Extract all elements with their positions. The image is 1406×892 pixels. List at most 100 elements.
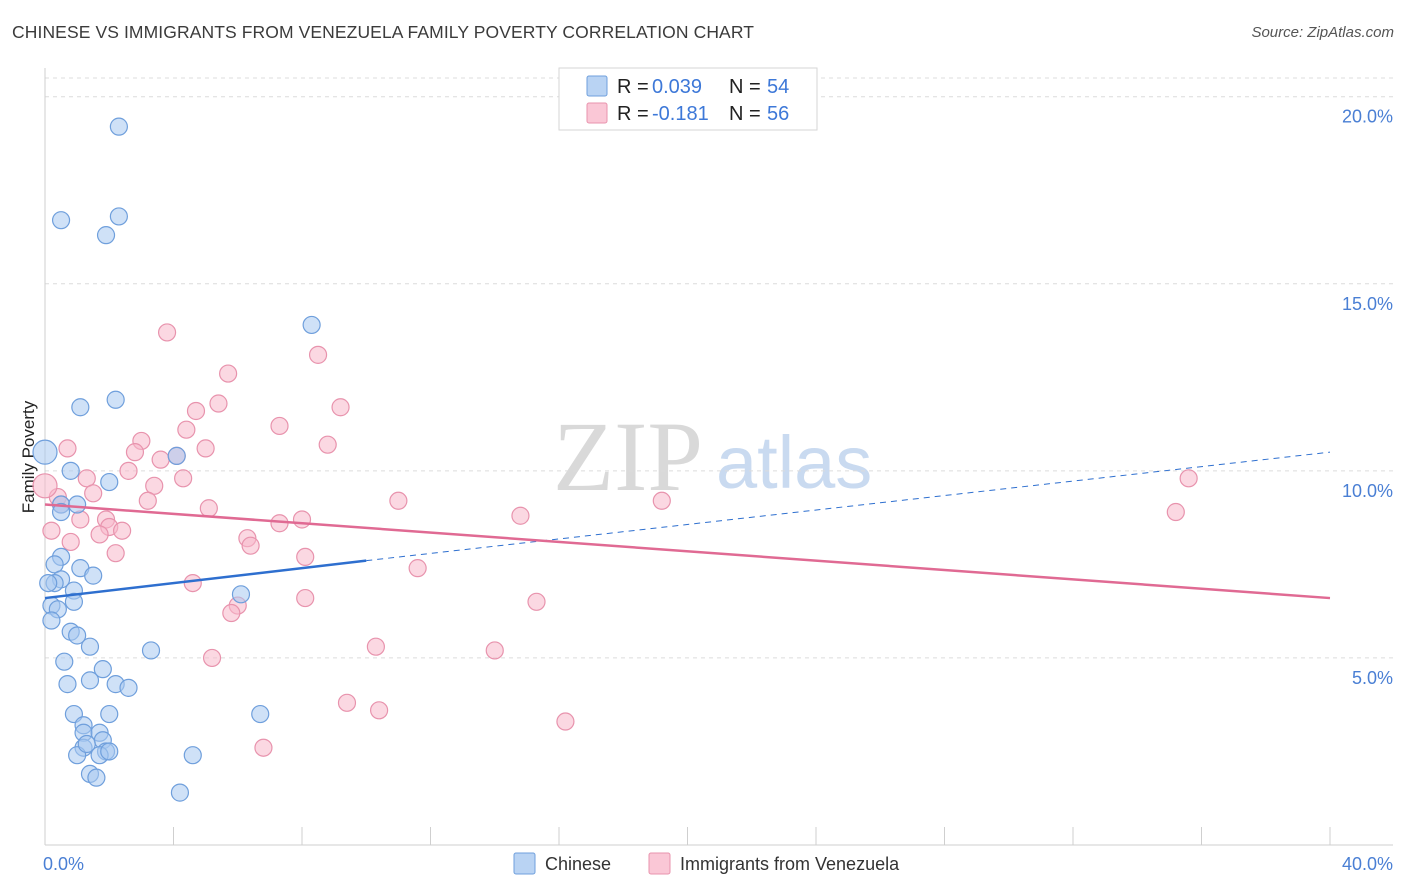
x-tick-label: 40.0% — [1342, 854, 1393, 874]
point-venezuela — [408, 559, 427, 578]
point-venezuela — [151, 450, 170, 469]
trendline-chinese — [44, 559, 367, 600]
point-chinese — [109, 207, 128, 226]
point-venezuela — [58, 439, 77, 458]
bottom-legend-chinese: Chinese — [545, 854, 611, 874]
point-venezuela — [222, 603, 241, 623]
point-venezuela — [138, 491, 157, 510]
point-venezuela — [186, 401, 206, 421]
bottom-legend: Chinese Immigrants from Venezuela — [513, 852, 900, 875]
legend-n-label-venezuela: N = — [729, 103, 761, 125]
point-chinese — [68, 626, 87, 645]
point-chinese — [71, 398, 90, 417]
point-venezuela — [241, 536, 260, 555]
point-chinese — [61, 461, 80, 480]
bottom-legend-swatch-venezuela — [648, 852, 671, 875]
trendline-chinese-projection — [366, 451, 1331, 562]
point-chinese — [109, 117, 128, 136]
point-chinese — [100, 704, 119, 724]
point-venezuela — [202, 648, 222, 668]
point-chinese — [251, 704, 270, 724]
point-venezuela — [71, 510, 90, 529]
point-venezuela — [485, 641, 504, 660]
point-chinese — [96, 226, 116, 245]
tick-labels: 5.0% 10.0% 15.0% 20.0% 0.0% 40.0% — [43, 107, 1393, 874]
y-tick-label: 15.0% — [1342, 294, 1393, 314]
point-venezuela — [370, 701, 389, 720]
point-venezuela — [1179, 469, 1198, 488]
point-chinese — [80, 637, 100, 656]
y-tick-label: 5.0% — [1352, 668, 1393, 688]
bottom-legend-venezuela: Immigrants from Venezuela — [680, 854, 900, 874]
point-venezuela — [254, 738, 273, 757]
bottom-legend-swatch-chinese — [513, 852, 536, 875]
legend-swatch-venezuela — [586, 102, 608, 124]
point-chinese — [68, 495, 87, 514]
point-chinese — [77, 734, 96, 754]
point-venezuela — [292, 510, 312, 529]
y-tick-label: 10.0% — [1342, 481, 1393, 501]
point-venezuela — [42, 521, 61, 540]
point-chinese — [87, 768, 106, 787]
point-chinese — [84, 566, 103, 585]
point-venezuela — [209, 394, 228, 413]
point-chinese — [100, 742, 119, 761]
point-chinese — [141, 641, 161, 660]
point-venezuela — [389, 491, 408, 510]
trendlines — [44, 451, 1331, 600]
chart-title: CHINESE VS IMMIGRANTS FROM VENEZUELA FAM… — [12, 22, 755, 42]
point-venezuela — [196, 439, 215, 458]
point-venezuela — [90, 525, 109, 544]
series-venezuela — [32, 323, 1198, 757]
point-venezuela — [119, 461, 138, 480]
point-chinese — [42, 611, 61, 630]
point-venezuela — [219, 364, 238, 383]
point-venezuela — [112, 521, 132, 540]
point-venezuela — [157, 323, 177, 342]
point-venezuela — [296, 588, 315, 608]
point-venezuela — [61, 532, 80, 552]
point-venezuela — [84, 484, 103, 503]
series-chinese — [32, 117, 321, 802]
point-venezuela — [331, 398, 350, 417]
point-chinese — [80, 671, 100, 690]
point-venezuela — [106, 544, 125, 563]
source-credit: Source: ZipAtlas.com — [1251, 24, 1394, 41]
y-tick-label: 20.0% — [1342, 107, 1393, 127]
point-venezuela — [270, 416, 289, 436]
point-venezuela — [652, 491, 671, 510]
point-venezuela — [366, 637, 385, 656]
legend-n-value-venezuela: 56 — [767, 103, 789, 125]
trendline-venezuela — [44, 503, 1331, 600]
legend-swatch-chinese — [586, 75, 608, 97]
point-venezuela — [199, 499, 218, 518]
point-chinese — [119, 678, 138, 697]
point-chinese — [58, 675, 77, 694]
legend-r-value-chinese: 0.039 — [652, 76, 702, 98]
point-chinese — [183, 746, 202, 765]
point-venezuela — [337, 693, 357, 712]
point-chinese — [106, 390, 125, 409]
point-venezuela — [556, 712, 575, 731]
point-chinese — [51, 502, 71, 522]
gridlines — [45, 77, 1393, 659]
point-chinese — [55, 652, 74, 671]
point-chinese — [100, 472, 119, 492]
point-chinese — [302, 315, 321, 335]
watermark-zip: ZIP — [553, 401, 703, 512]
point-chinese — [170, 783, 190, 802]
stats-legend: R = 0.039 N = 54 R = -0.181 N = 56 — [558, 67, 818, 131]
point-venezuela — [183, 573, 202, 593]
legend-r-label-venezuela: R = — [617, 103, 649, 125]
legend-n-label-chinese: N = — [729, 76, 761, 98]
point-chinese — [93, 660, 112, 679]
point-chinese — [32, 439, 58, 465]
point-venezuela — [77, 469, 96, 488]
legend-r-label-chinese: R = — [617, 76, 649, 98]
watermark-atlas: atlas — [716, 421, 872, 504]
point-venezuela — [177, 420, 196, 439]
legend-r-value-venezuela: -0.181 — [652, 103, 709, 125]
legend-n-value-chinese: 54 — [767, 76, 789, 98]
point-venezuela — [32, 473, 58, 499]
